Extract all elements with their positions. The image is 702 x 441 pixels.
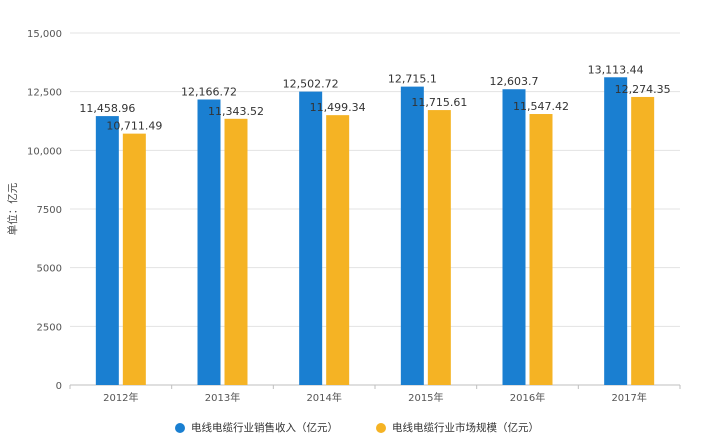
y-tick-label: 12,500 [27, 88, 62, 99]
bar-market [326, 115, 350, 386]
y-tick-label: 15,000 [27, 29, 62, 40]
x-tick-label: 2017年 [611, 391, 646, 404]
data-label-sales: 12,715.1 [388, 73, 437, 86]
bar-market [427, 110, 451, 386]
legend: 电线电缆行业销售收入（亿元） 电线电缆行业市场规模（亿元） [175, 420, 539, 435]
data-label-market: 11,343.52 [208, 105, 264, 118]
legend-item-sales[interactable]: 电线电缆行业销售收入（亿元） [175, 420, 338, 435]
legend-marker-market [376, 422, 386, 433]
bar-market [122, 133, 146, 385]
x-tick-label: 2014年 [306, 391, 341, 404]
legend-marker-sales [175, 422, 185, 433]
bar-sales [400, 86, 424, 385]
data-label-sales: 12,166.72 [181, 85, 237, 98]
y-tick-label: 2500 [37, 322, 62, 333]
data-label-market: 11,547.42 [513, 100, 569, 113]
bar-sales [95, 116, 119, 385]
y-tick-label: 10,000 [27, 146, 62, 157]
data-label-market: 12,274.35 [615, 83, 671, 96]
x-tick-label: 2013年 [205, 391, 240, 404]
bar-sales [299, 91, 323, 385]
data-label-market: 11,499.34 [310, 101, 366, 114]
y-tick-label: 0 [56, 381, 62, 392]
x-tick-label: 2015年 [408, 391, 443, 404]
bar-sales [502, 89, 526, 386]
data-label-sales: 13,113.44 [588, 63, 644, 76]
legend-label-market: 电线电缆行业市场规模（亿元） [392, 422, 539, 434]
data-label-market: 10,711.49 [106, 120, 162, 133]
y-tick-label: 5000 [37, 264, 62, 275]
bar-market [224, 118, 248, 386]
bar-sales [197, 99, 221, 385]
bar-sales [604, 77, 628, 386]
bar-market [631, 96, 655, 386]
data-label-sales: 11,458.96 [79, 102, 135, 115]
y-axis-title: 单位：亿元 [6, 182, 19, 235]
data-label-sales: 12,603.7 [490, 75, 539, 88]
data-label-market: 11,715.61 [411, 96, 467, 109]
y-tick-label: 7500 [37, 205, 62, 216]
bar-market [529, 114, 553, 386]
legend-item-market[interactable]: 电线电缆行业市场规模（亿元） [376, 420, 539, 435]
x-tick-label: 2016年 [510, 391, 545, 404]
legend-label-sales: 电线电缆行业销售收入（亿元） [191, 422, 338, 434]
data-label-sales: 12,502.72 [283, 78, 339, 91]
x-tick-label: 2012年 [103, 391, 138, 404]
